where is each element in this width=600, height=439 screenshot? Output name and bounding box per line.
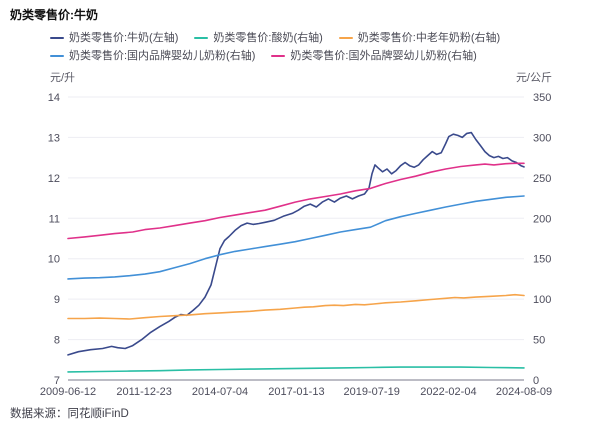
- legend-line-swatch: [194, 36, 209, 40]
- right-axis-tick-label: 0: [533, 375, 539, 387]
- right-axis-tick-label: 250: [533, 173, 551, 185]
- legend-item-milk[interactable]: 奶类零售价:牛奶(左轴): [50, 31, 178, 45]
- right-axis-unit-label: 元/公斤: [515, 72, 552, 84]
- x-axis-tick-label: 2022-02-04: [420, 386, 476, 398]
- legend: 奶类零售价:牛奶(左轴) 奶类零售价:酸奶(右轴) 奶类零售价:中老年奶粉(右轴) 奶…: [50, 31, 500, 63]
- series-line-foreign-infant-formula: [67, 162, 525, 240]
- legend-label: 奶类零售价:牛奶(左轴): [69, 32, 179, 44]
- legend-label: 奶类零售价:国外品牌婴幼儿奶粉(右轴): [290, 50, 477, 62]
- series-line-middle-aged-milk-powder: [67, 293, 525, 320]
- chart-plot-area: 14 350 13 300 12 250 11 200 10 150 9 100 8 50 7 0 2009-0…: [40, 92, 552, 398]
- x-axis-tick-label: 2011-12-23: [116, 386, 171, 398]
- legend-label: 奶类零售价:国内品牌婴幼儿奶粉(右轴): [69, 50, 256, 62]
- legend-row: 奶类零售价:国内品牌婴幼儿奶粉(右轴) 奶类零售价:国外品牌婴幼儿奶粉(右轴): [50, 49, 500, 63]
- legend-line-swatch: [338, 36, 353, 40]
- legend-item-foreign-infant-formula[interactable]: 奶类零售价:国外品牌婴幼儿奶粉(右轴): [271, 49, 477, 63]
- data-source: 数据来源：同花顺iFinD: [10, 408, 129, 420]
- x-axis-tick-label: 2017-01-13: [268, 386, 324, 398]
- x-axis-tick-label: 2024-08-09: [496, 386, 552, 398]
- left-axis-tick-label: 9: [54, 294, 60, 306]
- right-axis-tick-label: 350: [533, 92, 551, 104]
- legend-label: 奶类零售价:中老年奶粉(右轴): [357, 32, 501, 44]
- x-axis-tick-label: 2019-07-19: [344, 386, 400, 398]
- right-axis-tick-label: 200: [533, 213, 551, 225]
- left-axis-tick-label: 13: [48, 132, 60, 144]
- left-axis-tick-label: 8: [54, 335, 60, 347]
- legend-item-domestic-infant-formula[interactable]: 奶类零售价:国内品牌婴幼儿奶粉(右轴): [50, 49, 255, 63]
- left-axis-tick-label: 10: [48, 254, 60, 266]
- series-line-yogurt: [67, 366, 525, 373]
- left-axis-tick-label: 11: [49, 213, 60, 225]
- legend-line-swatch: [50, 54, 64, 58]
- legend-line-swatch: [50, 36, 64, 40]
- legend-item-yogurt[interactable]: 奶类零售价:酸奶(右轴): [194, 31, 323, 45]
- series-line-milk: [67, 131, 525, 356]
- right-axis-tick-label: 300: [533, 132, 551, 144]
- legend-row: 奶类零售价:牛奶(左轴) 奶类零售价:酸奶(右轴) 奶类零售价:中老年奶粉(右轴): [50, 31, 500, 45]
- left-axis-tick-label: 14: [48, 92, 60, 104]
- chart-title: 奶类零售价:牛奶: [10, 8, 98, 22]
- right-axis-tick-label: 50: [533, 335, 545, 347]
- legend-item-middle-aged-milk-powder[interactable]: 奶类零售价:中老年奶粉(右轴): [338, 31, 501, 45]
- x-axis-tick-label: 2009-06-12: [40, 386, 96, 398]
- x-axis-tick-label: 2014-07-04: [192, 386, 248, 398]
- right-axis-tick-label: 100: [533, 294, 551, 306]
- series-line-domestic-infant-formula: [67, 195, 525, 280]
- legend-line-swatch: [271, 54, 286, 58]
- left-axis-tick-label: 7: [54, 375, 60, 387]
- right-axis-tick-label: 150: [533, 254, 551, 266]
- left-axis-unit-label: 元/升: [50, 72, 76, 84]
- legend-label: 奶类零售价:酸奶(右轴): [213, 32, 323, 44]
- left-axis-tick-label: 12: [48, 173, 60, 185]
